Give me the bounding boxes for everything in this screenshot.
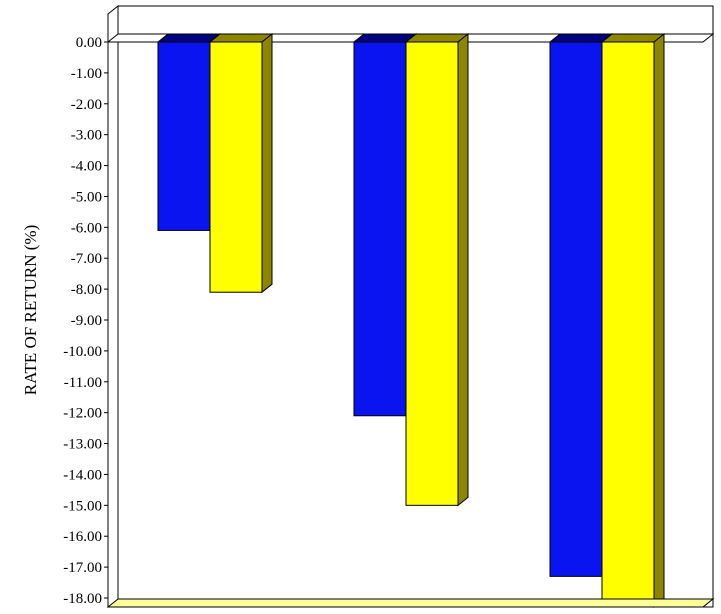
y-tick-label: -1.00 xyxy=(71,66,102,82)
y-tick-label: -9.00 xyxy=(71,313,102,329)
bar xyxy=(353,41,407,417)
bar xyxy=(549,41,603,577)
bar xyxy=(209,41,263,293)
y-tick-label: 0.00 xyxy=(76,35,102,51)
y-tick-label: -12.00 xyxy=(63,406,102,422)
y-tick-label: -8.00 xyxy=(71,282,102,298)
bar xyxy=(601,41,655,608)
y-tick-label: -5.00 xyxy=(71,189,102,205)
y-tick-label: -16.00 xyxy=(63,529,102,545)
bar xyxy=(157,41,211,231)
plot-front xyxy=(106,598,715,608)
y-tick-label: -4.00 xyxy=(71,159,102,175)
bar-side-face xyxy=(457,32,469,507)
y-tick-label: -6.00 xyxy=(71,220,102,236)
bar-side-face xyxy=(261,32,273,294)
bar-side-face xyxy=(653,32,665,609)
y-tick-label: -3.00 xyxy=(71,128,102,144)
y-tick-label: -14.00 xyxy=(63,467,102,483)
y-axis-ticks: 0.00 -1.00 -2.00 -3.00 -4.00 -5.00 -6.00 -7.00 -… xyxy=(63,35,108,607)
bar xyxy=(405,41,459,506)
y-tick-label: -13.00 xyxy=(63,437,102,453)
bars xyxy=(156,32,666,609)
y-tick-label: -7.00 xyxy=(71,251,102,267)
side-wall xyxy=(107,4,119,608)
y-tick-label: -18.00 xyxy=(63,591,102,607)
floor-plane xyxy=(106,598,715,608)
y-axis-label: RATE OF RETURN (%) xyxy=(21,225,40,395)
y-tick-label: -10.00 xyxy=(63,344,102,360)
y-tick-label: -15.00 xyxy=(63,498,102,514)
y-tick-label: -17.00 xyxy=(63,560,102,576)
y-tick-label: -11.00 xyxy=(64,375,102,391)
y-tick-label: -2.00 xyxy=(71,97,102,113)
